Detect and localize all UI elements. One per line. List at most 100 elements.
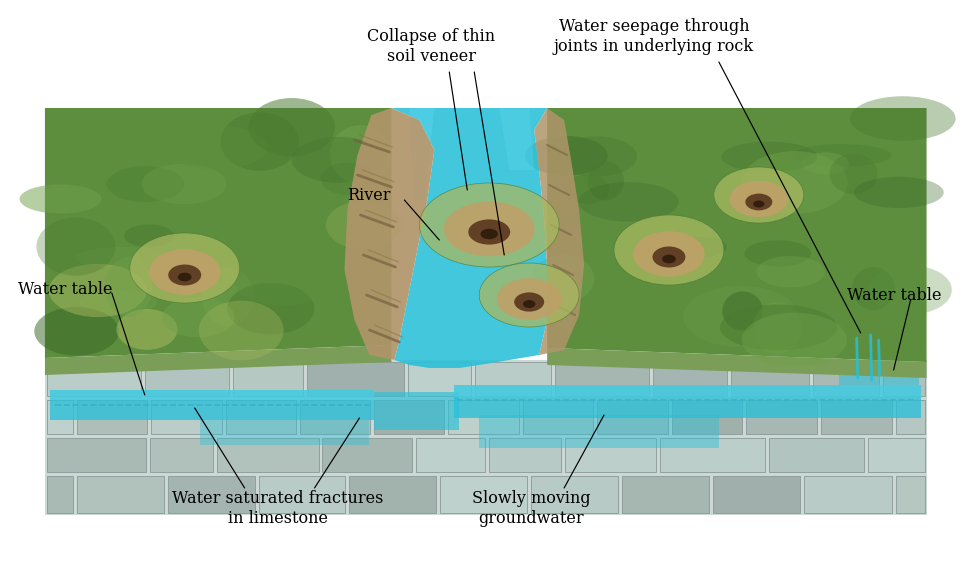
Ellipse shape bbox=[662, 255, 676, 263]
Polygon shape bbox=[479, 415, 719, 448]
Polygon shape bbox=[258, 476, 346, 513]
Polygon shape bbox=[547, 348, 926, 378]
Polygon shape bbox=[409, 108, 435, 200]
Ellipse shape bbox=[523, 300, 535, 308]
Ellipse shape bbox=[163, 125, 268, 170]
Ellipse shape bbox=[633, 231, 705, 277]
Polygon shape bbox=[46, 362, 140, 396]
Ellipse shape bbox=[168, 264, 201, 286]
Polygon shape bbox=[345, 108, 435, 360]
Polygon shape bbox=[45, 108, 391, 358]
Polygon shape bbox=[454, 385, 921, 397]
Polygon shape bbox=[731, 362, 808, 396]
Polygon shape bbox=[322, 438, 412, 472]
Polygon shape bbox=[672, 400, 741, 434]
Ellipse shape bbox=[163, 297, 234, 338]
Polygon shape bbox=[76, 400, 147, 434]
Polygon shape bbox=[745, 400, 817, 434]
Ellipse shape bbox=[554, 136, 637, 177]
Ellipse shape bbox=[652, 247, 685, 267]
Polygon shape bbox=[375, 392, 459, 430]
Polygon shape bbox=[838, 373, 919, 385]
Ellipse shape bbox=[614, 215, 724, 285]
Polygon shape bbox=[712, 476, 800, 513]
Ellipse shape bbox=[868, 266, 952, 315]
Polygon shape bbox=[199, 420, 370, 445]
Text: River: River bbox=[348, 187, 391, 205]
Polygon shape bbox=[167, 476, 255, 513]
Polygon shape bbox=[151, 400, 222, 434]
Ellipse shape bbox=[792, 144, 892, 167]
Ellipse shape bbox=[201, 267, 255, 326]
Polygon shape bbox=[547, 108, 926, 362]
Polygon shape bbox=[565, 438, 656, 472]
Ellipse shape bbox=[419, 183, 560, 267]
Ellipse shape bbox=[578, 182, 679, 221]
Ellipse shape bbox=[443, 202, 534, 256]
Ellipse shape bbox=[227, 283, 315, 334]
Ellipse shape bbox=[753, 201, 765, 208]
Ellipse shape bbox=[469, 220, 510, 244]
Ellipse shape bbox=[178, 273, 192, 281]
Polygon shape bbox=[555, 362, 649, 396]
Ellipse shape bbox=[742, 313, 847, 367]
Polygon shape bbox=[813, 362, 879, 396]
Polygon shape bbox=[45, 360, 926, 515]
Polygon shape bbox=[46, 400, 73, 434]
Ellipse shape bbox=[105, 258, 153, 317]
Ellipse shape bbox=[321, 163, 375, 195]
Ellipse shape bbox=[221, 112, 299, 171]
Polygon shape bbox=[46, 476, 73, 513]
Ellipse shape bbox=[676, 237, 727, 258]
Text: Water saturated fractures
in limestone: Water saturated fractures in limestone bbox=[172, 490, 383, 527]
Polygon shape bbox=[391, 108, 547, 368]
Ellipse shape bbox=[141, 163, 227, 204]
Polygon shape bbox=[883, 362, 924, 396]
Ellipse shape bbox=[830, 154, 878, 194]
Ellipse shape bbox=[722, 292, 763, 330]
Ellipse shape bbox=[802, 152, 849, 174]
Polygon shape bbox=[895, 400, 924, 434]
Polygon shape bbox=[475, 362, 551, 396]
Ellipse shape bbox=[753, 302, 802, 354]
Ellipse shape bbox=[249, 98, 335, 156]
Polygon shape bbox=[499, 108, 534, 170]
Polygon shape bbox=[454, 385, 921, 418]
Ellipse shape bbox=[479, 263, 579, 327]
Polygon shape bbox=[440, 476, 528, 513]
Text: Water table: Water table bbox=[847, 286, 941, 304]
Ellipse shape bbox=[34, 307, 119, 356]
Polygon shape bbox=[531, 476, 618, 513]
Ellipse shape bbox=[745, 194, 772, 210]
Ellipse shape bbox=[720, 305, 837, 350]
Polygon shape bbox=[597, 400, 668, 434]
Ellipse shape bbox=[852, 267, 894, 310]
Polygon shape bbox=[299, 400, 371, 434]
Ellipse shape bbox=[526, 136, 608, 175]
Polygon shape bbox=[76, 476, 164, 513]
Polygon shape bbox=[867, 438, 924, 472]
Polygon shape bbox=[622, 476, 709, 513]
Polygon shape bbox=[416, 438, 485, 472]
Ellipse shape bbox=[291, 137, 385, 183]
Ellipse shape bbox=[588, 162, 624, 200]
Polygon shape bbox=[769, 438, 863, 472]
Ellipse shape bbox=[854, 177, 944, 208]
Ellipse shape bbox=[730, 181, 788, 217]
Ellipse shape bbox=[588, 217, 669, 252]
Polygon shape bbox=[145, 362, 228, 396]
Ellipse shape bbox=[37, 217, 115, 275]
Ellipse shape bbox=[514, 293, 544, 312]
Polygon shape bbox=[232, 362, 303, 396]
Ellipse shape bbox=[76, 247, 175, 269]
Ellipse shape bbox=[48, 264, 146, 317]
Ellipse shape bbox=[721, 141, 817, 172]
Ellipse shape bbox=[531, 255, 594, 303]
Polygon shape bbox=[50, 390, 375, 420]
Polygon shape bbox=[660, 438, 765, 472]
Ellipse shape bbox=[683, 286, 799, 347]
Ellipse shape bbox=[198, 301, 284, 361]
Ellipse shape bbox=[726, 125, 797, 179]
Ellipse shape bbox=[19, 185, 102, 214]
Ellipse shape bbox=[124, 224, 174, 247]
